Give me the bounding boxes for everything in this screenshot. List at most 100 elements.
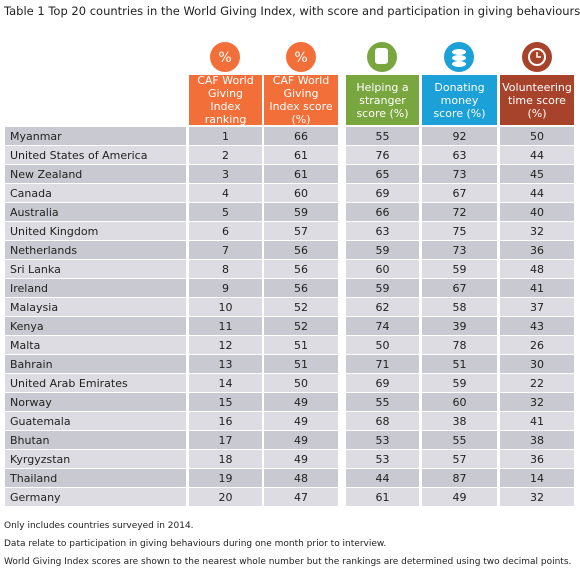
table-cell: 50 [264, 374, 338, 392]
table-cell: 53 [346, 431, 419, 449]
table-cell: 36 [500, 450, 574, 468]
table-cell: 61 [346, 488, 419, 506]
row-label: United States of America [5, 146, 186, 164]
icon-glyph: % [218, 50, 231, 66]
table-cell: 4 [189, 184, 262, 202]
table-cell: 71 [346, 355, 419, 373]
row-label: Kyrgyzstan [5, 450, 186, 468]
table-cell: 67 [422, 184, 497, 202]
table-cell: 51 [422, 355, 497, 373]
table-cell: 57 [422, 450, 497, 468]
table-cell: 65 [346, 165, 419, 183]
icon-glyph [452, 61, 466, 67]
table-cell: 49 [264, 412, 338, 430]
column-header: Donating money score (%) [422, 75, 497, 125]
row-label: Bahrain [5, 355, 186, 373]
row-label: Canada [5, 184, 186, 202]
row-label: Malta [5, 336, 186, 354]
table-cell: 58 [422, 298, 497, 316]
column-header: CAF World Giving Index ranking [189, 74, 262, 126]
table-cell: 73 [422, 241, 497, 259]
table-cell: 1 [189, 127, 262, 145]
table-cell: 18 [189, 450, 262, 468]
table-cell: 56 [264, 241, 338, 259]
table-cell: 69 [346, 184, 419, 202]
table-cell: 48 [500, 260, 574, 278]
table-title: Table 1 Top 20 countries in the World Gi… [4, 4, 580, 18]
table-cell: 55 [346, 393, 419, 411]
table-cell: 69 [346, 374, 419, 392]
column-header: CAF World Giving Index score (%) [264, 74, 338, 126]
row-label: United Kingdom [5, 222, 186, 240]
table-cell: 78 [422, 336, 497, 354]
row-label: Ireland [5, 279, 186, 297]
table-cell: 87 [422, 469, 497, 487]
icon-glyph [528, 48, 546, 66]
footnote: Data relate to participation in giving b… [4, 539, 387, 549]
table-cell: 75 [422, 222, 497, 240]
table-cell: 45 [500, 165, 574, 183]
table-cell: 47 [264, 488, 338, 506]
table-cell: 73 [422, 165, 497, 183]
table-cell: 41 [500, 279, 574, 297]
table-cell: 14 [500, 469, 574, 487]
row-label: Thailand [5, 469, 186, 487]
table-cell: 63 [346, 222, 419, 240]
table-cell: 32 [500, 393, 574, 411]
table-cell: 56 [264, 260, 338, 278]
table-cell: 62 [346, 298, 419, 316]
table-cell: 74 [346, 317, 419, 335]
table-cell: 30 [500, 355, 574, 373]
table-cell: 14 [189, 374, 262, 392]
table-cell: 44 [500, 184, 574, 202]
table-cell: 36 [500, 241, 574, 259]
column-header: Volunteering time score (%) [500, 75, 574, 125]
table-cell: 59 [422, 374, 497, 392]
icon-glyph [536, 52, 541, 58]
table-cell: 9 [189, 279, 262, 297]
row-label: Australia [5, 203, 186, 221]
table-cell: 52 [264, 317, 338, 335]
table-cell: 16 [189, 412, 262, 430]
table-cell: 19 [189, 469, 262, 487]
row-label: Norway [5, 393, 186, 411]
table-cell: 59 [264, 203, 338, 221]
table-cell: 49 [264, 431, 338, 449]
table-cell: 10 [189, 298, 262, 316]
icon [286, 42, 316, 72]
table-cell: 13 [189, 355, 262, 373]
table-cell: 26 [500, 336, 574, 354]
table-cell: 51 [264, 336, 338, 354]
table-cell: 49 [422, 488, 497, 506]
table-cell: 68 [346, 412, 419, 430]
table-cell: 60 [264, 184, 338, 202]
table-cell: 38 [422, 412, 497, 430]
table-cell: 48 [264, 469, 338, 487]
table-cell: 55 [422, 431, 497, 449]
table-cell: 39 [422, 317, 497, 335]
table-cell: 67 [422, 279, 497, 297]
icon-glyph [375, 48, 388, 64]
table-cell: 41 [500, 412, 574, 430]
table-cell: 22 [500, 374, 574, 392]
table-cell: 7 [189, 241, 262, 259]
table-cell: 61 [264, 165, 338, 183]
row-label: Myanmar [5, 127, 186, 145]
table-cell: 17 [189, 431, 262, 449]
table-cell: 63 [422, 146, 497, 164]
row-label: Bhutan [5, 431, 186, 449]
table-cell: 32 [500, 222, 574, 240]
row-label: Netherlands [5, 241, 186, 259]
table-cell: 38 [500, 431, 574, 449]
table-cell: 57 [264, 222, 338, 240]
table-cell: 50 [346, 336, 419, 354]
icon [210, 42, 240, 72]
table-cell: 40 [500, 203, 574, 221]
icon-glyph [452, 49, 466, 55]
icons: % % [210, 42, 552, 72]
table-cell: 5 [189, 203, 262, 221]
table-cell: 44 [346, 469, 419, 487]
table-cell: 2 [189, 146, 262, 164]
row-label: Sri Lanka [5, 260, 186, 278]
